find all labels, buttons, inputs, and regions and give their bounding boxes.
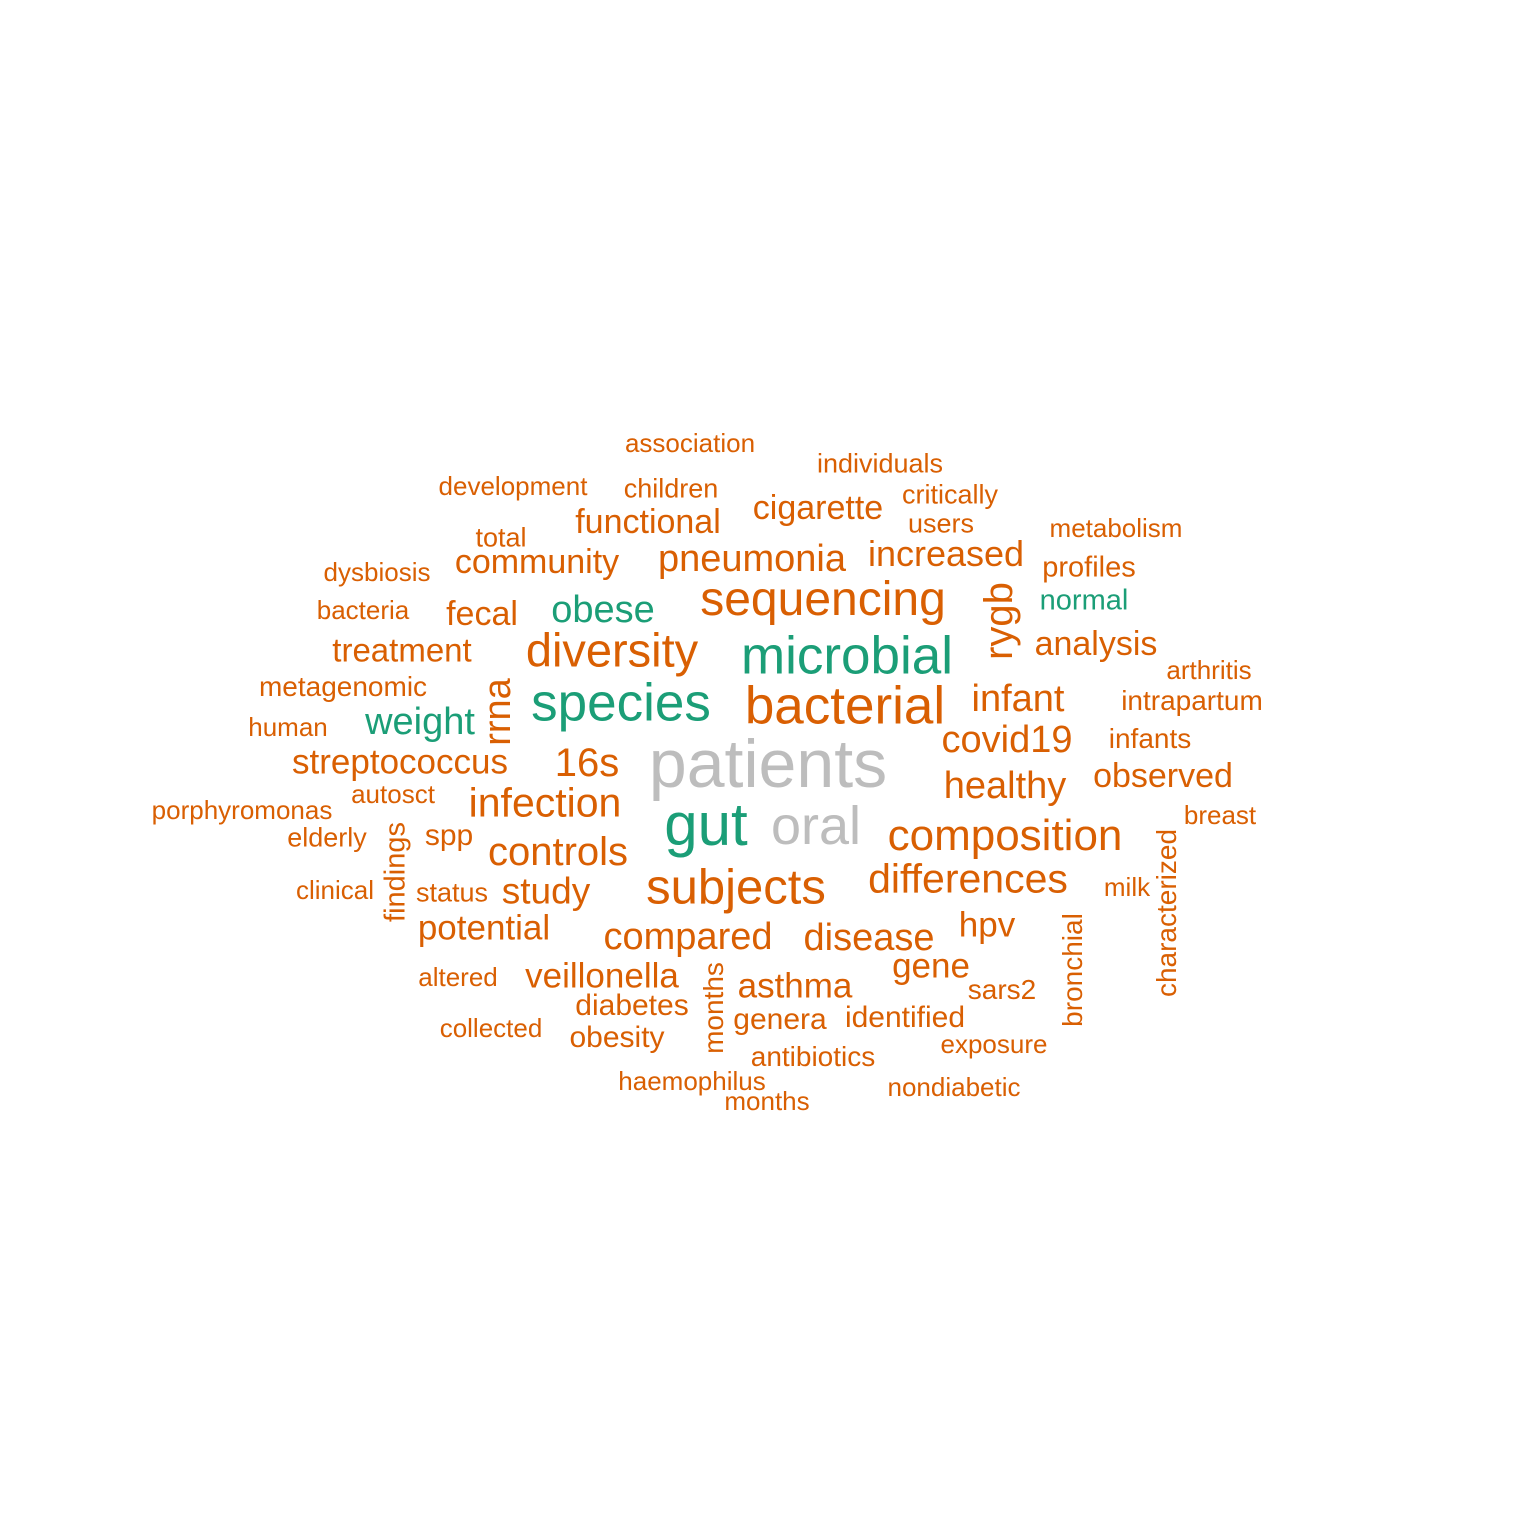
word-differences: differences: [868, 855, 1068, 902]
word-breast: breast: [1183, 800, 1257, 830]
word-composition: composition: [887, 811, 1123, 860]
word-hpv: hpv: [958, 905, 1016, 945]
word-association: association: [624, 428, 756, 458]
word-metagenomic: metagenomic: [258, 671, 428, 702]
word-asthma: asthma: [737, 966, 853, 1006]
word-metabolism: metabolism: [1049, 513, 1183, 543]
word-rygb: rygb: [977, 582, 1021, 660]
word-bronchial: bronchial: [1057, 913, 1088, 1027]
word-rrna: rrna: [477, 678, 519, 746]
word-months-vertical: months: [698, 962, 729, 1054]
word-patients: patients: [648, 726, 888, 802]
word-arthritis: arthritis: [1166, 655, 1252, 685]
word-elderly: elderly: [287, 822, 367, 853]
word-bacterial: bacterial: [744, 676, 946, 736]
word-sars2: sars2: [967, 974, 1037, 1005]
word-species: species: [531, 673, 711, 733]
word-profiles: profiles: [1042, 551, 1136, 584]
word-covid19: covid19: [941, 719, 1073, 761]
word-diversity: diversity: [525, 623, 699, 677]
word-characterized: characterized: [1151, 828, 1182, 998]
word-potential: potential: [417, 908, 551, 948]
word-functional: functional: [575, 503, 721, 541]
word-genera: genera: [733, 1003, 827, 1036]
word-fecal: fecal: [446, 595, 518, 633]
word-critically: critically: [901, 479, 999, 510]
word-infant: infant: [971, 678, 1065, 720]
word-increased: increased: [867, 533, 1025, 574]
word-months: months: [724, 1086, 810, 1116]
word-normal: normal: [1039, 584, 1129, 617]
word-microbial: microbial: [740, 626, 954, 686]
word-nondiabetic: nondiabetic: [887, 1072, 1021, 1102]
word-sequencing: sequencing: [700, 573, 946, 626]
word-exposure: exposure: [940, 1029, 1048, 1059]
word-diabetes: diabetes: [575, 989, 689, 1022]
word-children: children: [623, 473, 719, 504]
word-total: total: [475, 522, 527, 553]
word-clinical: clinical: [295, 875, 375, 905]
word-intrapartum: intrapartum: [1121, 685, 1263, 716]
word-pneumonia: pneumonia: [657, 538, 847, 580]
word-identified: identified: [844, 1001, 966, 1034]
word-treatment: treatment: [332, 631, 472, 669]
word-antibiotics: antibiotics: [750, 1041, 876, 1072]
word-collected: collected: [439, 1013, 543, 1043]
word-dysbiosis: dysbiosis: [323, 557, 431, 587]
word-16s: 16s: [554, 741, 620, 785]
word-human: human: [248, 712, 328, 742]
word-porphyromonas: porphyromonas: [151, 795, 333, 825]
word-healthy: healthy: [943, 765, 1067, 807]
word-infection: infection: [468, 779, 622, 826]
word-obese: obese: [551, 589, 655, 631]
word-controls: controls: [487, 830, 629, 874]
word-individuals: individuals: [816, 448, 944, 479]
word-compared: compared: [603, 916, 773, 958]
word-altered: altered: [418, 962, 498, 992]
word-study: study: [501, 870, 591, 912]
word-disease: disease: [803, 917, 935, 959]
word-gene: gene: [892, 946, 970, 986]
word-veillonella: veillonella: [525, 956, 679, 996]
word-subjects: subjects: [646, 860, 826, 915]
word-status: status: [415, 877, 489, 908]
word-community: community: [454, 543, 620, 581]
word-autosct: autosct: [351, 779, 435, 809]
word-streptococcus: streptococcus: [292, 742, 508, 782]
word-findings: findings: [379, 822, 412, 922]
word-infants: infants: [1108, 723, 1192, 754]
word-cigarette: cigarette: [752, 489, 884, 527]
word-gut: gut: [664, 791, 748, 858]
word-spp: spp: [424, 819, 474, 852]
word-development: development: [438, 471, 588, 501]
word-observed: observed: [1093, 757, 1233, 795]
word-haemophilus: haemophilus: [618, 1066, 766, 1096]
word-users: users: [907, 508, 975, 539]
word-obesity: obesity: [569, 1021, 665, 1054]
word-weight: weight: [365, 701, 475, 743]
word-oral: oral: [770, 796, 862, 856]
word-bacteria: bacteria: [316, 595, 410, 625]
word-analysis: analysis: [1034, 625, 1158, 663]
word-milk: milk: [1103, 872, 1151, 902]
